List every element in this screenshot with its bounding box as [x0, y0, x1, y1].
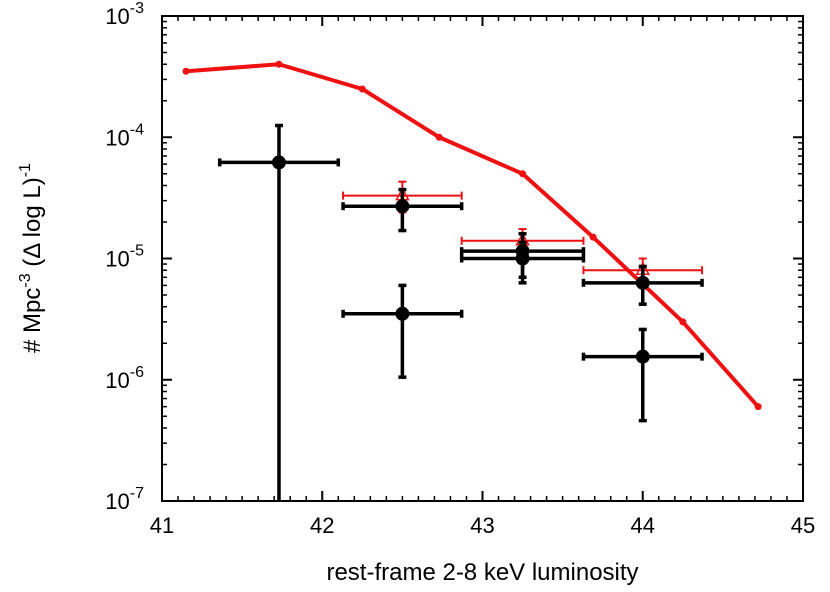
model-point — [182, 67, 190, 75]
black-data-point — [635, 275, 650, 290]
y-tick-exponent: -5 — [130, 243, 144, 260]
y-tick-labels: 10-710-610-510-410-3 — [105, 0, 144, 514]
x-tick-labels: 41 42 43 44 45 — [150, 513, 815, 538]
y-axis-title-sup2: -1 — [17, 163, 34, 177]
black-data-point — [635, 349, 650, 364]
x-tick-label: 45 — [791, 513, 815, 538]
y-tick-label: 10-3 — [105, 0, 144, 29]
tick-marks — [161, 15, 804, 502]
black-data-point — [395, 306, 410, 321]
y-tick-base: 10 — [105, 247, 129, 272]
model-point — [275, 60, 283, 68]
model-point — [435, 133, 443, 141]
y-tick-exponent: -6 — [130, 364, 144, 381]
y-tick-exponent: -4 — [130, 121, 144, 138]
x-tick-label: 42 — [310, 513, 334, 538]
model-point — [754, 403, 762, 411]
y-tick-base: 10 — [105, 368, 129, 393]
model-line — [185, 62, 760, 408]
black-data-point — [271, 155, 286, 170]
y-tick-label: 10-5 — [105, 243, 144, 272]
y-tick-exponent: -7 — [130, 485, 144, 502]
x-tick-label: 41 — [150, 513, 174, 538]
model-point — [358, 85, 366, 93]
y-axis-title: # Mpc-3 (Δ log L)-1 — [17, 163, 46, 353]
model-point — [589, 233, 597, 241]
y-axis-title-base: # Mpc — [19, 288, 46, 353]
y-tick-base: 10 — [105, 489, 129, 514]
y-tick-label: 10-4 — [105, 121, 144, 150]
y-tick-exponent: -3 — [130, 0, 144, 17]
x-tick-label: 44 — [631, 513, 655, 538]
model-point — [519, 170, 527, 178]
y-tick-base: 10 — [105, 4, 129, 29]
x-axis-title: rest-frame 2-8 keV luminosity — [326, 559, 638, 586]
series-group — [182, 60, 762, 501]
y-tick-label: 10-7 — [105, 485, 144, 514]
y-axis-title-mid: (Δ log L) — [19, 177, 46, 273]
black-data-point — [515, 251, 530, 266]
y-tick-label: 10-6 — [105, 364, 144, 393]
x-tick-label: 43 — [470, 513, 494, 538]
model-point — [679, 318, 687, 326]
black-data-point — [395, 199, 410, 214]
y-axis-title-sup: -3 — [17, 273, 34, 287]
y-tick-base: 10 — [105, 125, 129, 150]
